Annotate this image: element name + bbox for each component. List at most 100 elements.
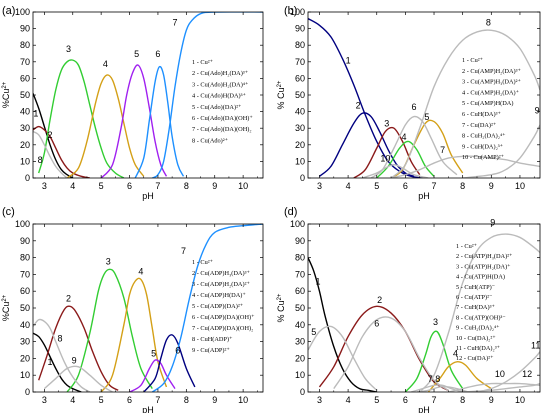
x-tick-label: 3 [42, 395, 47, 405]
legend-entry: 1 - Cu²⁺ [462, 57, 483, 64]
legend-entry: 8 - CuH(ADP)⁺ [192, 336, 232, 343]
curve-label: 7 [181, 246, 186, 256]
legend-entry: 1 - Cu²⁺ [192, 59, 213, 66]
x-tick-label: 3 [317, 395, 322, 405]
curve-label: 10 [495, 369, 505, 379]
x-axis-label: pH [418, 405, 430, 413]
series-line-10 [362, 164, 429, 178]
curve-label: 4 [401, 132, 406, 142]
y-tick-label: 0 [300, 387, 305, 397]
x-tick-label: 8 [184, 395, 189, 405]
legend-entry: 4 - Cu(AMP)H₂(DA)⁺ [462, 89, 519, 96]
legend-entry: 1 - Cu²⁺ [192, 259, 213, 266]
x-axis-label: pH [142, 191, 154, 201]
series-line-1 [33, 93, 74, 178]
curve-label: 2 [377, 295, 382, 305]
series-line-2 [319, 112, 415, 178]
curve-label: 1 [48, 357, 53, 367]
x-tick-label: 10 [515, 181, 525, 191]
legend-entry: 7 - Cu(DA)²⁺ [462, 122, 496, 129]
series-line-8 [33, 130, 68, 178]
series-lines [308, 18, 540, 178]
curve-label: 5 [311, 327, 316, 337]
curve-label: 4 [453, 349, 458, 359]
y-tick-label: 50 [20, 90, 30, 100]
legend-entry: 2 - Cu(ADP)H₃(DA)³⁺ [192, 270, 250, 277]
legend-entry: 5 - Cu(ADP)(DA)²⁺ [192, 303, 243, 310]
series-line-3 [66, 268, 153, 392]
series-line-6 [143, 334, 196, 392]
y-tick-label: 30 [295, 123, 305, 133]
curve-label: 5 [424, 112, 429, 122]
curve-label: 3 [66, 44, 71, 54]
legend-entry: 1 - Cu²⁺ [456, 243, 477, 250]
legend-entry: 3 - Cu(Ado)H₂(DA)⁴⁺ [192, 81, 248, 88]
series-line-8 [33, 318, 91, 392]
x-tick-label: 5 [374, 395, 379, 405]
y-tick-label: 20 [20, 353, 30, 363]
curve-label: 7 [440, 145, 445, 155]
legend-entry: 2 - Cu(AMP)H₂(DA)³⁺ [462, 68, 521, 75]
y-tick-label: 100 [15, 7, 30, 17]
legend-entry: 10 - Cu(AMP)²⁺ [462, 154, 504, 161]
legend-entry: 11 - CuH(DA)₂³⁺ [456, 345, 500, 352]
curve-label: 6 [175, 345, 180, 355]
y-axis-label: %Cu2+ [1, 81, 11, 108]
legend-entry: 5 - Cu(Ado)(DA)²⁺ [192, 104, 241, 111]
curve-label: 7 [172, 17, 177, 27]
legend-entry: 2 - Cu(ATP)H₃(DA)²⁺ [456, 253, 512, 260]
y-tick-label: 20 [20, 140, 30, 150]
y-tick-label: 80 [20, 40, 30, 50]
legend-entry: 3 - Cu(AMP)H₃(DA)²⁺ [462, 79, 521, 86]
y-tick-label: 40 [20, 107, 30, 117]
curve-label: 8 [57, 334, 62, 344]
curve-label: 10 [380, 153, 390, 163]
series-line-4 [427, 361, 492, 392]
y-tick-label: 70 [20, 57, 30, 67]
x-axis-label: pH [418, 191, 430, 201]
series-line-3 [404, 330, 464, 392]
curve-label: 5 [151, 349, 156, 359]
y-tick-label: 40 [295, 320, 305, 330]
x-tick-label: 4 [70, 181, 75, 191]
legend-entry: 4 - Cu(Ado)H(DA)³⁺ [192, 93, 246, 100]
y-tick-label: 30 [20, 337, 30, 347]
curve-label: 1 [316, 276, 321, 286]
panel-label: (d) [284, 206, 297, 218]
y-tick-label: 40 [295, 107, 305, 117]
curve-label: 9 [72, 355, 77, 365]
series-line-7 [410, 384, 463, 392]
curve-label: 2 [66, 293, 71, 303]
x-tick-label: 9 [489, 395, 494, 405]
series-line-8 [416, 385, 469, 392]
series-line-5 [129, 359, 176, 392]
series-line-7 [151, 12, 263, 178]
x-tick-label: 5 [374, 181, 379, 191]
series-line-5 [308, 325, 378, 391]
x-tick-label: 3 [317, 181, 322, 191]
x-tick-label: 3 [42, 181, 47, 191]
y-tick-label: 50 [295, 303, 305, 313]
legend-entry: 7 - Cu(ADP)(DA)(OH)₂ [192, 325, 253, 332]
curve-label: 9 [490, 218, 495, 228]
y-tick-label: 60 [295, 286, 305, 296]
legend-entry: 3 - Cu(ADP)H₂(DA)²⁺ [192, 281, 250, 288]
curve-label: 5 [134, 49, 139, 59]
x-tick-label: 4 [346, 181, 351, 191]
series-line-11 [476, 351, 540, 392]
curve-label: 9 [535, 105, 540, 115]
series-line-7 [390, 155, 540, 178]
y-tick-label: 90 [295, 24, 305, 34]
x-tick-label: 8 [460, 181, 465, 191]
legend-entry: 8 - CuH₂(DA)₂⁴⁺ [462, 133, 506, 140]
x-tick-label: 7 [432, 395, 437, 405]
series-lines [33, 12, 263, 178]
curve-label: 3 [106, 256, 111, 266]
series-line-8 [390, 29, 540, 178]
y-tick-label: 70 [20, 269, 30, 279]
series-line-10 [448, 382, 540, 392]
x-tick-label: 6 [403, 181, 408, 191]
curve-label: 3 [433, 317, 438, 327]
series-line-6 [370, 115, 458, 178]
